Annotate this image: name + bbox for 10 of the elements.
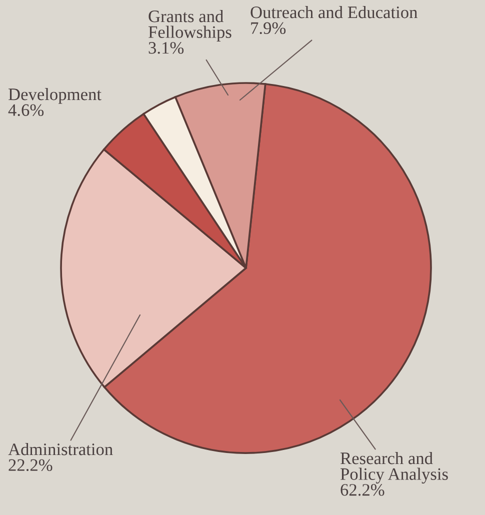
slice-label: Grants and Fellowships — [148, 10, 232, 42]
data-label: 7.9% — [251, 22, 286, 34]
slice-label: Research and Policy Analysis — [340, 452, 448, 484]
data-label: 62.2% — [340, 484, 384, 496]
slice-label: Administration — [8, 443, 113, 456]
data-label: 22.2% — [8, 459, 52, 472]
data-label: 3.1% — [148, 42, 184, 54]
slice-label: Development — [8, 88, 102, 104]
slice-label: Outreach and Education — [250, 6, 418, 18]
data-label: 4.6% — [8, 104, 44, 116]
